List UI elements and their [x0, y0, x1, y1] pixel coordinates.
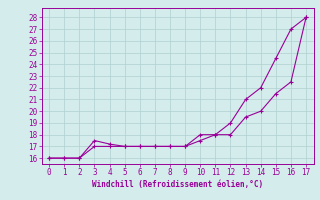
X-axis label: Windchill (Refroidissement éolien,°C): Windchill (Refroidissement éolien,°C) [92, 180, 263, 189]
